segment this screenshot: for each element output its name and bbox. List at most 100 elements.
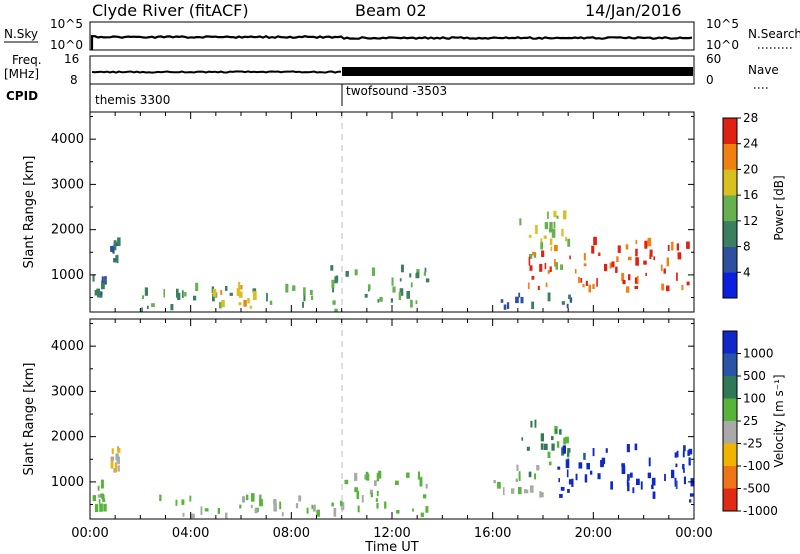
scatter-cell (217, 507, 220, 514)
velocity-xaxis (89, 319, 695, 519)
colorbar-tick-label: -1000 (743, 504, 778, 518)
scatter-cell (354, 472, 358, 481)
scatter-cell (419, 477, 423, 487)
xtick-label: 16:00 (474, 526, 511, 541)
scatter-cell (117, 237, 121, 246)
scatter-cell (664, 473, 666, 481)
scatter-cell (541, 250, 545, 257)
scatter-cell (493, 480, 496, 484)
scatter-cell (229, 292, 233, 296)
scatter-cell (181, 499, 185, 505)
scatter-cell (335, 275, 339, 282)
scatter-cell (593, 236, 597, 246)
scatter-cell (163, 289, 166, 298)
ytick-label: 2000 (51, 430, 84, 445)
scatter-cell (626, 286, 630, 293)
scatter-cell (375, 498, 378, 502)
scatter-cell (647, 472, 651, 479)
scatter-cell (565, 236, 568, 242)
scatter-cell (316, 509, 320, 517)
scatter-cell (177, 292, 181, 300)
scatter-cell (578, 276, 580, 283)
freq-frame (89, 55, 695, 85)
scatter-cell (537, 285, 540, 291)
scatter-cell (101, 494, 105, 500)
scatter-cell (635, 248, 638, 257)
scatter-cell (101, 280, 105, 290)
scatter-cell (553, 210, 557, 218)
scatter-cell (591, 245, 595, 254)
scatter-cell (312, 505, 316, 512)
scatter-cell (565, 459, 570, 469)
scatter-cell (568, 294, 571, 299)
scatter-cell (266, 292, 268, 302)
nave-band (342, 67, 693, 76)
scatter-cell (94, 290, 97, 296)
scatter-cell (547, 451, 551, 458)
scatter-cell (549, 222, 553, 231)
scatter-cell (676, 272, 678, 281)
scatter-cell (309, 289, 313, 295)
scatter-cell (410, 282, 413, 288)
ytick-label: 3000 (51, 177, 84, 192)
scatter-cell (596, 278, 598, 287)
scatter-cell (354, 269, 358, 276)
scatter-cell (333, 507, 337, 517)
scatter-cell (423, 271, 426, 276)
scatter-cell (115, 463, 118, 473)
power-colorbar-frame (722, 117, 738, 299)
scatter-cell (526, 446, 530, 451)
scatter-cell (236, 287, 241, 296)
scatter-cell (369, 489, 373, 495)
scatter-cell (648, 457, 651, 467)
nave-tick-bottom: 0 (706, 73, 714, 87)
scatter-cell (548, 461, 552, 466)
scatter-cell (251, 493, 255, 502)
scatter-cell (561, 301, 565, 305)
scatter-cell (518, 471, 521, 479)
colorbar-bin (723, 272, 737, 299)
colorbar-bin (723, 398, 737, 422)
scatter-cell (544, 222, 549, 230)
scatter-cell (682, 451, 685, 458)
scatter-cell (503, 304, 507, 310)
scatter-cell (589, 470, 593, 475)
scatter-cell (273, 503, 277, 512)
scatter-cell (238, 302, 242, 306)
scatter-cell (311, 504, 314, 509)
velocity-colorbar-ticks: 1000 500 100 25 -25 -100 -500 -1000 (737, 347, 778, 518)
colorbar-tick-label: 12 (743, 214, 758, 228)
scatter-cell (674, 452, 677, 458)
scatter-cell (425, 506, 429, 513)
scatter-cell (99, 503, 103, 512)
scatter-cell (241, 496, 245, 503)
scatter-cell (551, 443, 555, 451)
scatter-cell (524, 489, 527, 494)
scatter-cell (515, 478, 519, 482)
scatter-cell (92, 274, 95, 282)
scatter-cell (425, 483, 428, 489)
nsearch-tick-bottom: 10^0 (706, 38, 739, 52)
scatter-cell (559, 429, 562, 435)
scatter-cell (391, 277, 394, 286)
scatter-cell (367, 284, 371, 290)
colorbar-bin (723, 169, 737, 196)
freq-panel: Freq. [MHz] 16 8 60 0 Nave (4, 52, 779, 89)
scatter-cell (515, 296, 519, 304)
scatter-cell (334, 308, 338, 312)
scatter-cell (554, 259, 556, 267)
xtick-label: 08:00 (273, 526, 310, 541)
scatter-cell (609, 262, 612, 269)
scatter-cell (159, 494, 162, 501)
scatter-cell (597, 473, 601, 480)
scatter-cell (634, 285, 639, 289)
scatter-cell (574, 269, 577, 274)
scatter-cell (420, 512, 424, 518)
colorbar-bin (723, 331, 737, 354)
scatter-cell (409, 273, 412, 278)
scatter-cell (635, 239, 638, 245)
scatter-cell (601, 457, 606, 465)
colorbar-tick-label: 28 (743, 111, 758, 125)
scatter-cell (212, 294, 215, 302)
